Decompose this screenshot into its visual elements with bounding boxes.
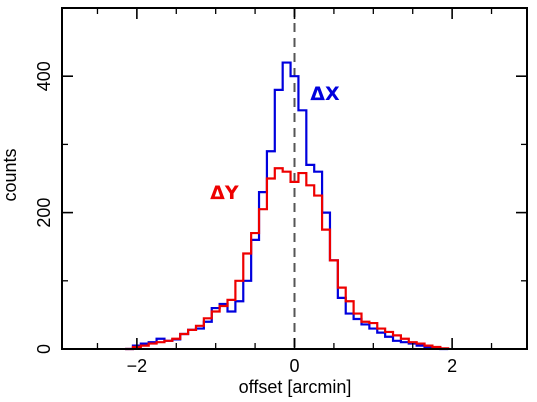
- y-tick-label: 200: [34, 198, 54, 228]
- y-tick-label: 400: [34, 61, 54, 91]
- histogram-series-dy: [125, 167, 450, 351]
- y-axis-label: counts: [0, 148, 20, 201]
- x-axis-label: offset [arcmin]: [239, 377, 352, 397]
- x-tick-label: −2: [127, 356, 148, 376]
- x-tick-label: 2: [447, 356, 457, 376]
- x-tick-label: 0: [289, 356, 299, 376]
- series-layer: [125, 8, 450, 351]
- annotations-layer: ΔX ΔY: [210, 83, 340, 204]
- ticks-layer: −2 0 2 0 200 400: [34, 8, 527, 376]
- series-annotation-label: ΔY: [210, 182, 239, 204]
- histogram-series-dx: [125, 61, 449, 351]
- y-tick-label: 0: [34, 344, 54, 354]
- series-annotation-label: ΔX: [310, 83, 340, 105]
